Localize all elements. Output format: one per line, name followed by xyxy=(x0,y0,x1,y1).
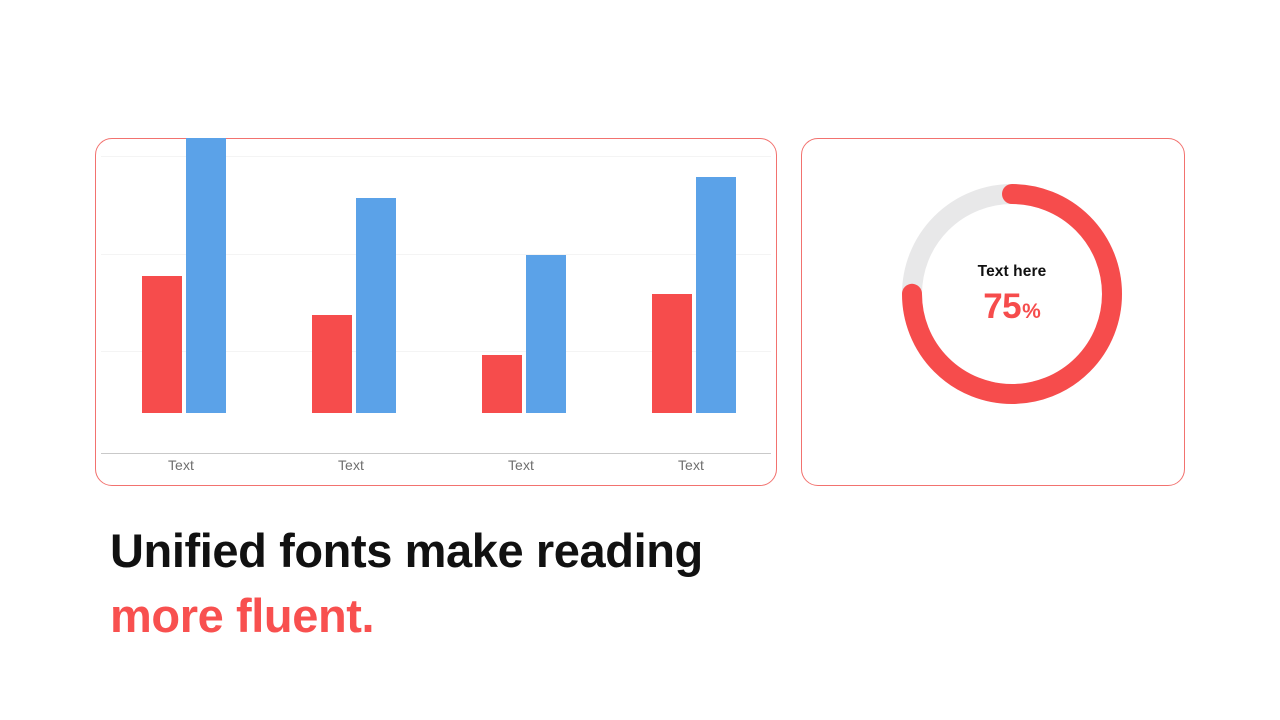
x-tick-label-3: Text xyxy=(507,457,535,473)
bar-series1-cat3[interactable] xyxy=(482,355,522,413)
headline: Unified fonts make reading more fluent. xyxy=(110,519,970,649)
bar-group-4: Text xyxy=(606,139,776,485)
bar-chart-plot-area: Text Text Text Text xyxy=(96,138,776,485)
donut-svg xyxy=(902,184,1122,404)
donut-value-number: 75 xyxy=(983,286,1022,326)
bar-series2-cat2[interactable] xyxy=(356,198,396,413)
bar-series1-cat4[interactable] xyxy=(652,294,692,413)
x-tick-label-4: Text xyxy=(677,457,705,473)
donut-chart: Text here 75 % xyxy=(892,174,1132,414)
donut-value-arc[interactable] xyxy=(902,184,1122,404)
bar-series-container: Text Text Text Text xyxy=(96,138,776,485)
donut-chart-card: Text here 75 % xyxy=(801,138,1185,486)
gridline-middle xyxy=(101,254,771,255)
donut-value-group: 75 % xyxy=(983,289,1041,324)
gridline-lower xyxy=(101,351,771,352)
gridline-top xyxy=(101,156,771,157)
x-axis-line xyxy=(101,453,771,454)
bar-group-1: Text xyxy=(96,138,266,485)
bar-series2-cat1[interactable] xyxy=(186,138,226,413)
bar-series2-cat4[interactable] xyxy=(696,177,736,413)
bar-series1-cat1[interactable] xyxy=(142,276,182,413)
headline-line-1: Unified fonts make reading xyxy=(110,524,703,577)
donut-value-unit: % xyxy=(1022,299,1041,323)
x-tick-label-1: Text xyxy=(167,457,195,473)
bar-series2-cat3[interactable] xyxy=(526,255,566,413)
donut-center-labels: Text here 75 % xyxy=(892,174,1132,414)
headline-line-2: more fluent. xyxy=(110,588,375,642)
bar-chart-card: Text Text Text Text xyxy=(95,138,777,486)
x-tick-label-2: Text xyxy=(337,457,365,473)
bar-group-2: Text xyxy=(266,139,436,485)
bar-group-3: Text xyxy=(436,139,606,485)
donut-caption: Text here xyxy=(977,263,1047,281)
bar-series1-cat2[interactable] xyxy=(312,315,352,413)
